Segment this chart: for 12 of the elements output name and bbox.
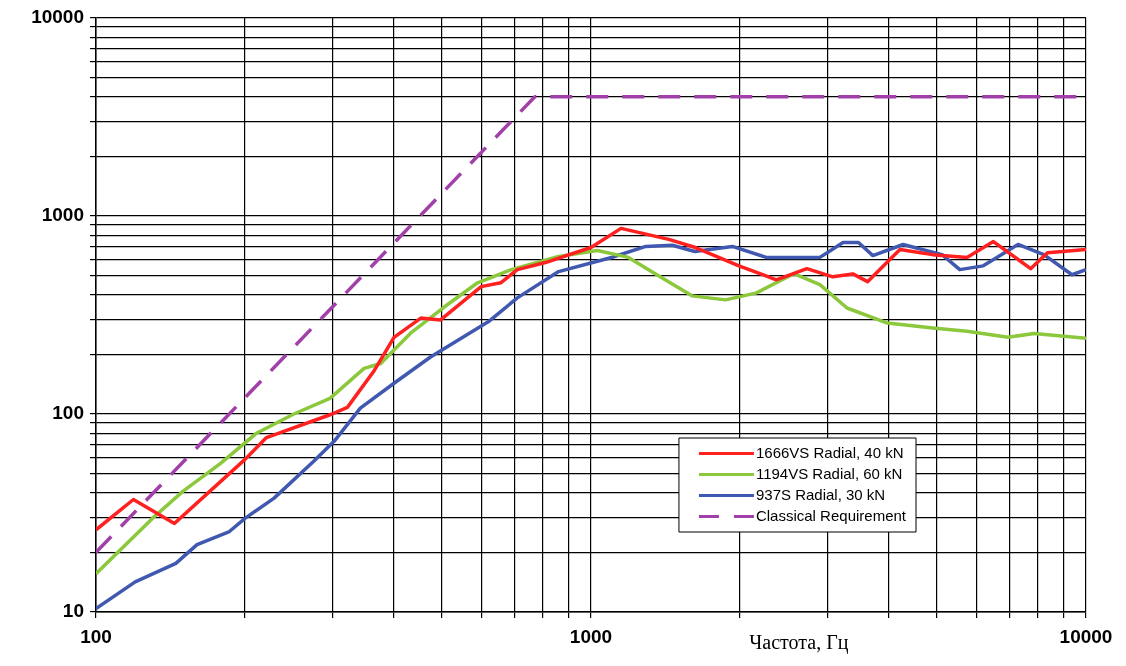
legend-label: 937S Radial, 30 kN	[755, 485, 886, 503]
y-tick-label: 10000	[31, 6, 84, 28]
legend-label: Classical Requirement	[755, 506, 907, 524]
x-tick-label: 100	[80, 625, 112, 647]
legend-label: 1666VS Radial, 40 kN	[755, 443, 904, 461]
x-axis-title: Частота, Гц	[749, 631, 849, 655]
y-tick-label: 10	[62, 600, 84, 622]
x-tick-label: 10000	[1059, 625, 1113, 647]
legend-label: 1194VS Radial, 60 kN	[755, 464, 903, 482]
y-tick-label: 1000	[41, 204, 84, 226]
y-tick-label: 100	[52, 402, 84, 424]
x-tick-label: 1000	[569, 625, 613, 647]
